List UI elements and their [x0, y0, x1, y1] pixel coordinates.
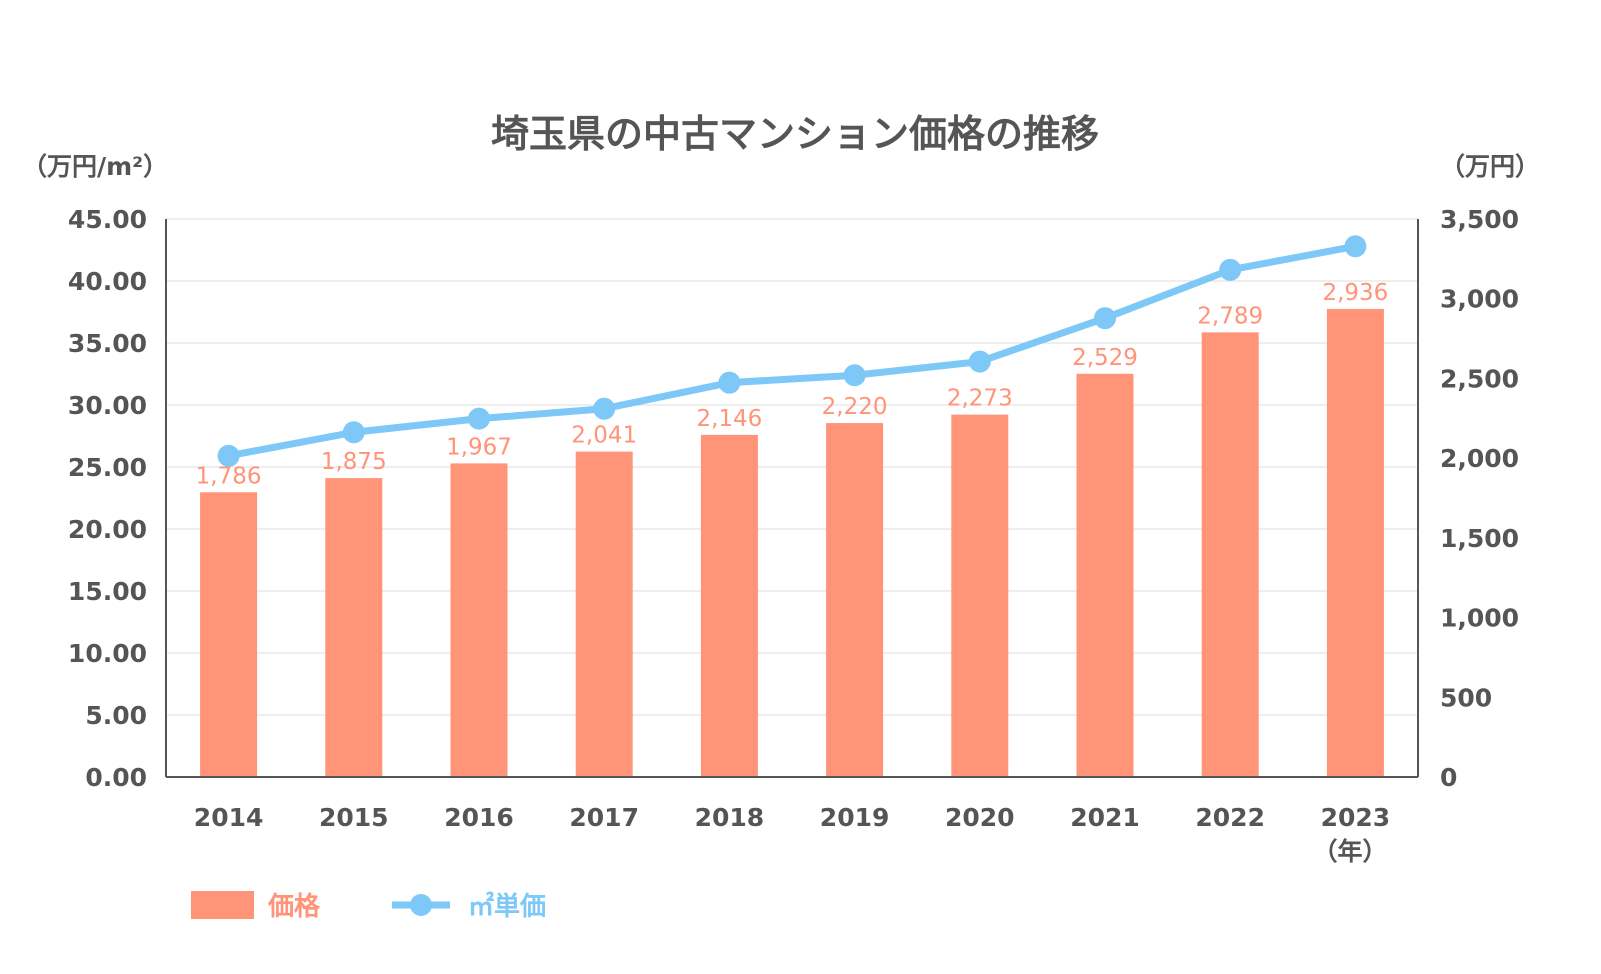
unit-price-point-2014 — [217, 444, 240, 467]
x-axis-tick-label: 2015 — [319, 803, 389, 832]
unit-price-point-2022 — [1219, 258, 1242, 281]
unit-price-line — [227, 242, 1357, 460]
bar-data-label: 2,789 — [1197, 303, 1263, 329]
left-axis-tick-label: 30.00 — [68, 391, 147, 420]
x-axis-tick-label: 2022 — [1195, 803, 1265, 832]
bar-data-label: 1,875 — [321, 449, 387, 475]
bar-2023 — [1326, 308, 1384, 777]
right-axis-tick-label: 0 — [1440, 763, 1457, 792]
unit-price-point-2019 — [843, 364, 866, 387]
bar-data-label: 2,146 — [696, 406, 762, 432]
bar-2021 — [1076, 373, 1134, 777]
left-axis-tick-label: 35.00 — [68, 329, 147, 358]
x-axis-tick-label: 2014 — [194, 803, 264, 832]
legend-marker-unit-price — [410, 894, 432, 916]
left-axis-tick-label: 0.00 — [85, 763, 147, 792]
right-axis-tick-label: 2,500 — [1440, 364, 1519, 393]
bar-data-label: 2,936 — [1322, 280, 1388, 306]
unit-price-point-2015 — [342, 421, 365, 444]
left-axis-tick-label: 45.00 — [68, 205, 147, 234]
unit-price-point-2017 — [593, 397, 616, 420]
right-axis-tick-label: 2,000 — [1440, 444, 1519, 473]
unit-price-point-2020 — [968, 350, 991, 373]
chart-title: 埼玉県の中古マンション価格の推移 — [491, 112, 1099, 156]
bar-data-label: 1,786 — [196, 463, 262, 489]
unit-price-point-2016 — [468, 407, 490, 430]
legend-swatch-price — [191, 891, 254, 919]
x-axis-tick-label: 2017 — [569, 803, 639, 832]
legend-label-price: 価格 — [267, 891, 321, 922]
bar-2018 — [700, 434, 758, 777]
legend-label-unit-price: ㎡単価 — [468, 891, 546, 922]
right-axis-tick-label: 1,000 — [1440, 604, 1519, 633]
left-axis-tick-label: 20.00 — [68, 515, 147, 544]
x-axis-tick-label: 2019 — [820, 803, 890, 832]
unit-price-point-2021 — [1094, 307, 1116, 330]
bar-2020 — [951, 414, 1009, 777]
right-axis-unit-label: （万円） — [1440, 152, 1540, 181]
right-axis-tick-label: 3,500 — [1440, 205, 1519, 234]
x-axis-tick-label: 2020 — [945, 803, 1015, 832]
bar-data-label: 2,220 — [822, 394, 888, 420]
unit-price-point-2023 — [1344, 235, 1367, 258]
right-axis-tick-label: 500 — [1440, 683, 1492, 712]
right-axis-tick-label: 1,500 — [1440, 524, 1519, 553]
bar-data-label: 2,529 — [1072, 345, 1138, 371]
left-axis-tick-label: 15.00 — [68, 577, 147, 606]
unit-price-point-2018 — [718, 371, 741, 394]
bar-2015 — [325, 478, 383, 777]
bar-data-label: 2,273 — [947, 386, 1013, 412]
left-axis-tick-label: 10.00 — [68, 639, 147, 668]
bar-2016 — [450, 463, 508, 777]
bar-2014 — [200, 492, 258, 777]
bar-data-label: 2,041 — [571, 423, 637, 449]
bar-2017 — [575, 451, 633, 777]
right-axis-tick-label: 3,000 — [1440, 285, 1519, 314]
x-axis-tick-label: 2023 — [1321, 803, 1391, 832]
left-axis-tick-label: 25.00 — [68, 453, 147, 482]
x-axis-tick-label: 2016 — [444, 803, 514, 832]
left-axis-unit-label: （万円/m²） — [22, 152, 168, 181]
x-unit-label: （年） — [1312, 837, 1387, 866]
bar-data-label: 1,967 — [446, 434, 512, 460]
left-axis-tick-label: 5.00 — [85, 701, 147, 730]
x-axis-tick-label: 2018 — [695, 803, 765, 832]
bar-2019 — [826, 423, 884, 777]
bar-2022 — [1201, 332, 1259, 777]
x-axis-tick-label: 2021 — [1070, 803, 1140, 832]
left-axis-tick-label: 40.00 — [68, 267, 147, 296]
